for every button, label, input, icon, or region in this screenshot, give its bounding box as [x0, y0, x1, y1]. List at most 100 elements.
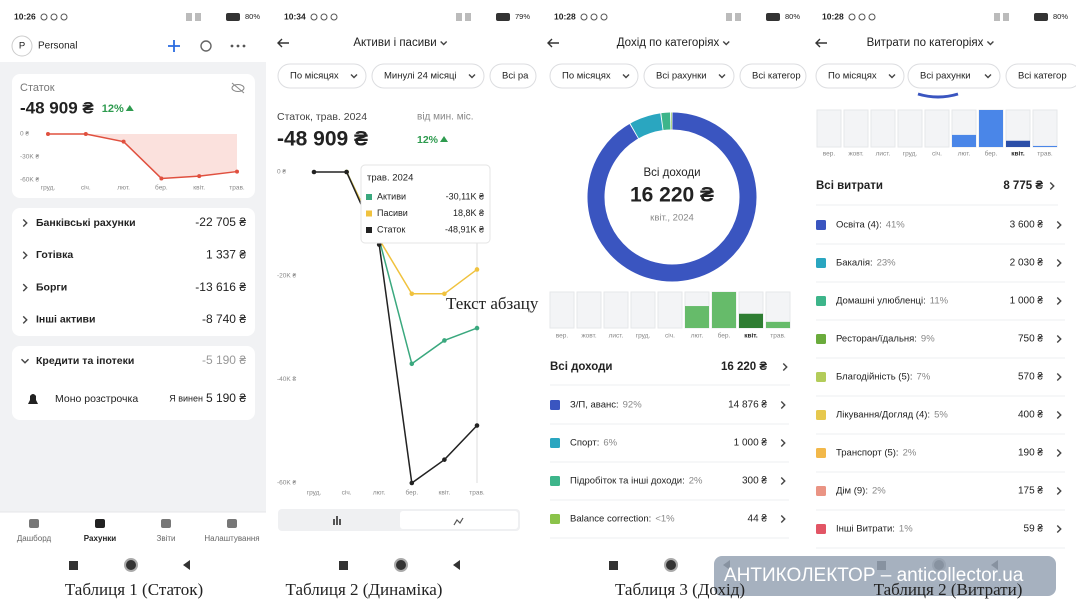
account-value: -13 616 ₴	[195, 280, 246, 294]
donut-segment[interactable]	[587, 112, 757, 282]
nav-label[interactable]: Налаштування	[204, 534, 259, 543]
bar[interactable]	[766, 321, 790, 328]
back-arrow[interactable]	[815, 38, 827, 48]
bar[interactable]	[1006, 140, 1030, 147]
status-icon	[600, 13, 608, 21]
view-toggle-active[interactable]	[400, 511, 518, 529]
x-tick-label: груд.	[636, 333, 651, 340]
bar[interactable]	[1033, 145, 1057, 147]
filter-chip[interactable]	[371, 63, 485, 89]
more-icon[interactable]	[230, 44, 234, 48]
chevron-icon	[780, 439, 786, 447]
category-share: 11%	[930, 296, 949, 307]
donut-segment[interactable]	[661, 112, 671, 131]
total-value: 8 775 ₴	[1003, 180, 1043, 192]
screen-title: Дохід по категоріях	[617, 37, 720, 49]
filter-chip[interactable]	[1005, 63, 1076, 89]
y-tick-label: -30K ₴	[20, 154, 40, 161]
nav-square[interactable]	[339, 561, 348, 570]
bars-icon[interactable]	[333, 519, 335, 525]
chevron-icon	[1056, 335, 1062, 343]
back-arrow[interactable]	[547, 38, 559, 48]
category-value: 3 600 ₴	[1010, 220, 1044, 231]
bar[interactable]	[952, 134, 976, 147]
nav-home[interactable]	[124, 558, 138, 572]
point	[197, 174, 202, 179]
more-icon[interactable]	[236, 44, 240, 48]
bar-slot	[870, 109, 896, 148]
chevron-icon	[1056, 487, 1062, 495]
bars-icon[interactable]	[336, 516, 338, 525]
category-share: 2%	[689, 476, 703, 487]
x-tick-label: лист.	[609, 333, 624, 340]
nav-icon[interactable]	[95, 519, 105, 528]
more-icon[interactable]	[242, 44, 246, 48]
back-arrow[interactable]	[277, 38, 289, 48]
signal-icon	[465, 13, 471, 21]
nav-square[interactable]	[609, 561, 618, 570]
status-time: 10:28	[822, 11, 844, 21]
nav-icon[interactable]	[227, 519, 237, 528]
x-tick-label: січ.	[81, 184, 91, 192]
nav-back[interactable]	[453, 560, 460, 570]
series-line	[48, 133, 238, 180]
category-name: Ресторан/їдальня:	[836, 334, 917, 345]
tooltip-value: 18,8K ₴	[453, 208, 484, 218]
filter-chip[interactable]	[815, 63, 905, 89]
nav-icon[interactable]	[161, 519, 171, 528]
x-tick-label: вер.	[556, 333, 569, 340]
filter-label: Всі рахунки	[656, 71, 707, 82]
nav-icon[interactable]	[29, 519, 39, 528]
filter-label: Всі ра	[502, 71, 529, 82]
nav-home[interactable]	[394, 558, 408, 572]
category-share: <1%	[655, 514, 675, 525]
bar-slot	[657, 291, 683, 329]
tooltip-value: -30,11K ₴	[446, 191, 484, 201]
bars-icon[interactable]	[339, 519, 341, 525]
tooltip-value: -48,91K ₴	[445, 224, 484, 234]
nav-square[interactable]	[69, 561, 78, 570]
chevron-icon	[1056, 449, 1062, 457]
hide-icon[interactable]	[231, 84, 245, 92]
bar[interactable]	[979, 110, 1003, 147]
signal-icon	[186, 13, 192, 21]
tooltip-title: трав. 2024	[367, 173, 413, 184]
credit-icon	[28, 394, 38, 404]
category-share: 23%	[877, 258, 897, 269]
chevron-icon	[780, 477, 786, 485]
bar[interactable]	[685, 306, 709, 328]
y-tick-label: 0 ₴	[277, 169, 286, 176]
category-share: 1%	[899, 524, 913, 535]
filter-chip[interactable]	[643, 63, 735, 89]
signal-icon	[1003, 13, 1009, 21]
bar[interactable]	[739, 313, 763, 328]
donut-segment[interactable]	[630, 113, 663, 139]
change: 12%	[102, 103, 124, 115]
point	[83, 132, 88, 136]
nav-label[interactable]: Дашборд	[17, 534, 52, 543]
y-tick-label: -40K ₴	[277, 376, 297, 383]
filter-chip[interactable]	[277, 63, 367, 89]
filter-chip[interactable]	[549, 63, 639, 89]
add-icon[interactable]	[168, 40, 180, 52]
nav-home[interactable]	[664, 558, 678, 572]
category-share: 2%	[872, 486, 886, 497]
point	[442, 338, 447, 343]
nav-label[interactable]: Звіти	[157, 534, 176, 543]
y-tick-label: -20K ₴	[277, 272, 297, 279]
status-icon	[858, 13, 866, 21]
signal-icon	[994, 13, 1000, 21]
chevron-icon	[722, 41, 730, 46]
filter-chip[interactable]	[907, 63, 1001, 89]
status-time: 10:26	[14, 11, 36, 21]
bar-slot	[897, 109, 923, 148]
refresh-icon[interactable]	[200, 40, 212, 52]
filter-chip[interactable]	[489, 63, 537, 89]
chevron-icon	[780, 401, 786, 409]
caption: Таблиця 1 (Статок)	[65, 580, 203, 599]
x-tick-label: квіт.	[1011, 150, 1025, 158]
filter-chip[interactable]	[739, 63, 807, 89]
bar[interactable]	[712, 292, 736, 328]
nav-label[interactable]: Рахунки	[84, 534, 117, 543]
nav-back[interactable]	[183, 560, 190, 570]
